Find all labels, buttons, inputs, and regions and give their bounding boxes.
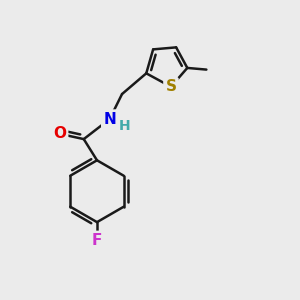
Text: S: S xyxy=(166,79,176,94)
Text: N: N xyxy=(103,112,116,127)
Text: F: F xyxy=(92,233,102,248)
Text: O: O xyxy=(53,126,66,141)
Text: H: H xyxy=(118,118,130,133)
